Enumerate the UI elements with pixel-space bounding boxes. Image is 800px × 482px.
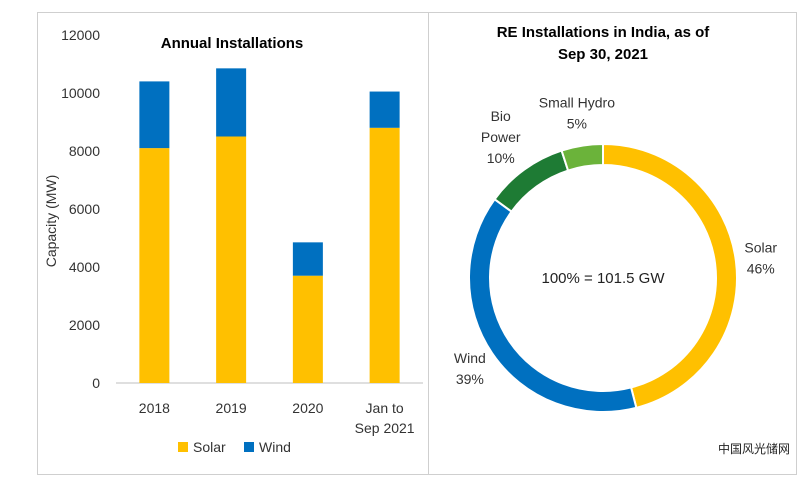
donut-slice-name-label: Bio [491,108,511,124]
bar-solar-2 [292,275,323,383]
donut-slice-name-label: Wind [454,350,486,366]
donut-slice-wind [468,197,638,413]
x-tick-label: 2018 [139,400,170,416]
legend-label-wind: Wind [259,439,291,455]
donut-title-line: RE Installations in India, as of [497,24,711,41]
bar-wind-0 [139,81,170,149]
donut-chart-panel: RE Installations in India, as of Sep 30, … [428,12,797,475]
donut-slice-small-hydro [560,142,604,172]
legend-swatch-solar [178,442,188,452]
donut-slice-value-label: 5% [567,116,587,132]
donut-center-label: 100% = 101.5 GW [542,270,666,287]
y-tick-label: 10000 [61,85,100,101]
donut-slice-value-label: 39% [456,371,484,387]
donut-chart: RE Installations in India, as of Sep 30, … [454,24,777,413]
bar-solar-0 [139,148,170,383]
donut-slice-name-label: Power [481,129,521,145]
y-axis-label: Capacity (MW) [43,175,59,268]
bar-wind-2 [292,242,323,276]
donut-slice-value-label: 46% [747,261,775,277]
y-tick-label: 8000 [69,143,100,159]
bar-solar-1 [216,136,247,383]
bar-wind-1 [216,68,247,137]
y-tick-label: 6000 [69,201,100,217]
y-tick-label: 2000 [69,317,100,333]
legend-label-solar: Solar [193,439,226,455]
donut-slice-value-label: 10% [487,150,515,166]
x-tick-label: Jan to [366,400,404,416]
legend-swatch-wind [244,442,254,452]
donut-slice-name-label: Small Hydro [539,95,615,111]
watermark-text: 中国风光储网 [717,442,790,456]
x-tick-label: Sep 2021 [355,420,415,436]
bar-wind-3 [369,91,400,128]
x-tick-label: 2019 [216,400,247,416]
y-tick-label: 4000 [69,259,100,275]
donut-title-line: Sep 30, 2021 [558,46,648,63]
x-tick-label: 2020 [292,400,323,416]
y-tick-label: 0 [92,375,100,391]
chart-title: Annual Installations [161,35,304,52]
donut-slice-name-label: Solar [744,240,777,256]
y-tick-label: 12000 [61,27,100,43]
bar-chart-panel: Annual Installations Capacity (MW) 0 2000 40… [37,12,429,475]
bar-solar-3 [369,127,400,383]
bar-chart: Annual Installations Capacity (MW) 0 2000 40… [43,27,423,455]
